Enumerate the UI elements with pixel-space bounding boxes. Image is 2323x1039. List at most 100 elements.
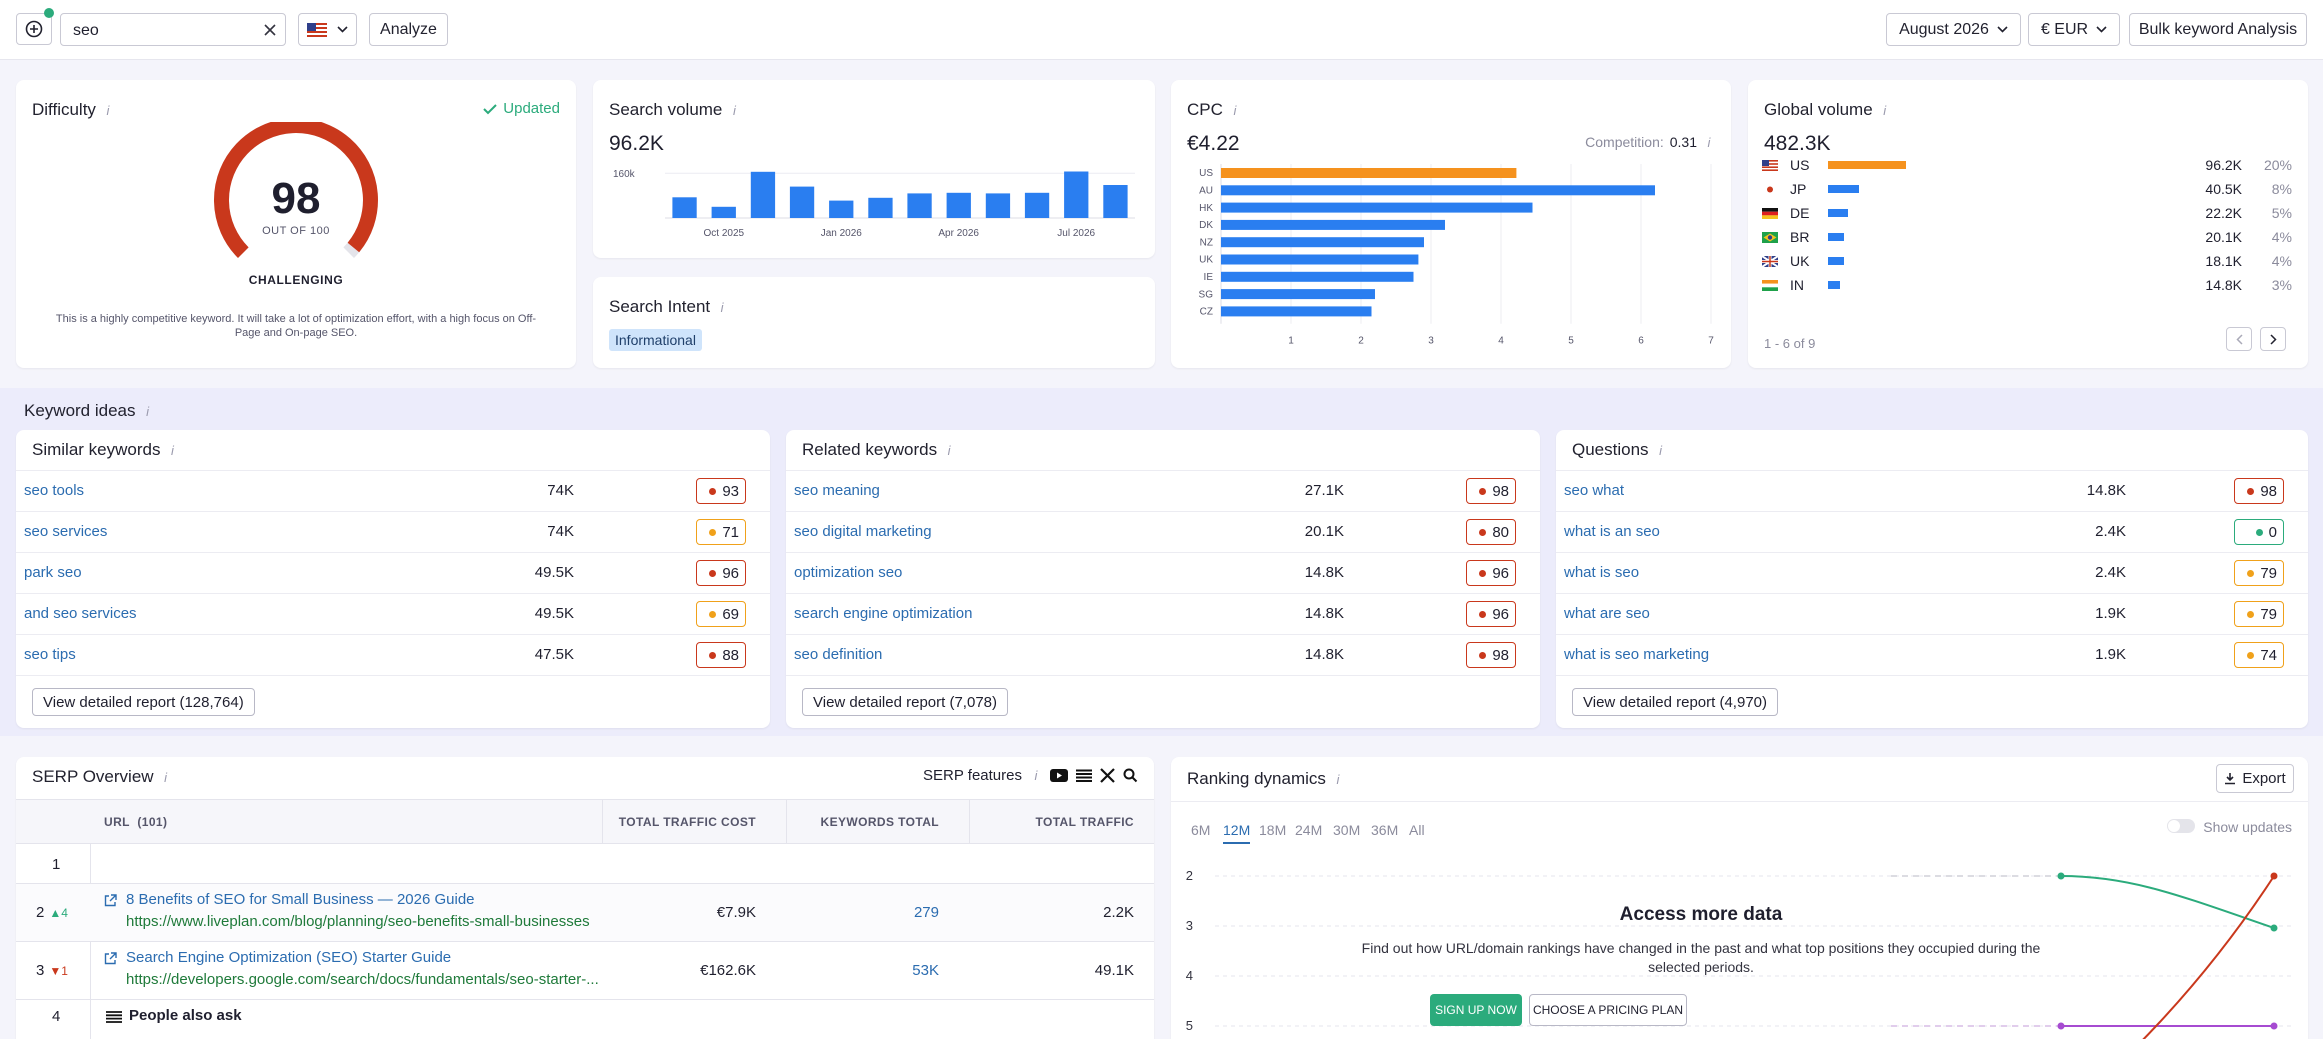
volume-bar[interactable] <box>829 200 854 218</box>
keyword-link[interactable]: seo tips <box>24 646 76 663</box>
info-icon[interactable]: i <box>1659 442 1662 458</box>
keyword-row[interactable]: seo tools 74K 93 <box>16 470 770 511</box>
result-url[interactable]: https://www.liveplan.com/blog/planning/s… <box>126 913 590 930</box>
result-url[interactable]: https://developers.google.com/search/doc… <box>126 971 599 988</box>
keyword-row[interactable]: search engine optimization 14.8K 96 <box>786 593 1540 634</box>
show-updates-toggle[interactable] <box>2167 819 2195 833</box>
search-input[interactable]: seo <box>73 22 99 39</box>
keywords-total-link[interactable]: 53K <box>912 962 939 979</box>
external-link-icon[interactable] <box>104 894 117 907</box>
keyword-link[interactable]: seo services <box>24 523 108 540</box>
keyword-link[interactable]: seo meaning <box>794 482 880 499</box>
period-tab[interactable]: 36M <box>1371 822 1399 838</box>
info-icon[interactable]: i <box>171 442 174 458</box>
country-row[interactable]: JP 40.5K 8% <box>1762 181 2292 201</box>
keyword-link[interactable]: seo tools <box>24 482 85 499</box>
clear-icon[interactable] <box>263 23 277 37</box>
keyword-row[interactable]: what is seo marketing 1.9K 74 <box>1556 634 2308 675</box>
result-title-link[interactable]: Search Engine Optimization (SEO) Starter… <box>126 949 452 966</box>
keyword-link[interactable]: what are seo <box>1564 605 1650 622</box>
cpc-bar[interactable] <box>1221 306 1372 317</box>
keywords-total-column-header[interactable]: KEYWORDS TOTAL <box>820 815 939 829</box>
keyword-row[interactable]: seo what 14.8K 98 <box>1556 470 2308 511</box>
period-tab[interactable]: All <box>1409 822 1425 838</box>
purple-series-point[interactable] <box>2270 1022 2278 1030</box>
green-series-point[interactable] <box>2057 872 2065 880</box>
currency-select[interactable]: € EUR <box>2028 13 2120 46</box>
info-icon[interactable]: i <box>732 102 736 118</box>
cpc-bar[interactable] <box>1221 289 1375 300</box>
external-link-icon[interactable] <box>104 952 117 965</box>
cpc-bar[interactable] <box>1221 254 1419 265</box>
period-tab[interactable]: 12M <box>1223 822 1251 844</box>
period-tab[interactable]: 24M <box>1295 822 1323 838</box>
period-tab[interactable]: 18M <box>1259 822 1287 838</box>
volume-bar[interactable] <box>1103 185 1128 218</box>
keyword-row[interactable]: seo tips 47.5K 88 <box>16 634 770 675</box>
view-report-button[interactable]: View detailed report (4,970) <box>1572 688 1778 716</box>
keyword-row[interactable]: seo definition 14.8K 98 <box>786 634 1540 675</box>
info-icon[interactable]: i <box>106 102 110 118</box>
volume-bar[interactable] <box>868 197 893 218</box>
people-also-ask-label[interactable]: People also ask <box>129 1007 242 1024</box>
cpc-bar[interactable] <box>1221 202 1533 213</box>
volume-bar[interactable] <box>789 186 815 218</box>
bulk-analysis-button[interactable]: Bulk keyword Analysis <box>2129 13 2307 46</box>
view-report-button[interactable]: View detailed report (128,764) <box>32 688 255 716</box>
volume-bar[interactable] <box>1024 192 1050 218</box>
table-row[interactable] <box>16 942 1154 1000</box>
total-traffic-column-header[interactable]: TOTAL TRAFFIC <box>1035 815 1134 829</box>
period-tab[interactable]: 6M <box>1191 822 1211 838</box>
country-row[interactable]: BR 20.1K 4% <box>1762 229 2292 249</box>
export-button[interactable]: Export <box>2216 764 2294 793</box>
keyword-link[interactable]: seo what <box>1564 482 1625 499</box>
cpc-bar[interactable] <box>1221 237 1424 248</box>
next-page-button[interactable] <box>2260 327 2286 351</box>
traffic-cost-column-header[interactable]: TOTAL TRAFFIC COST <box>618 815 756 829</box>
country-select[interactable] <box>298 13 357 46</box>
volume-bar[interactable] <box>907 193 932 218</box>
date-select[interactable]: August 2026 <box>1886 13 2021 46</box>
view-report-button[interactable]: View detailed report (7,078) <box>802 688 1008 716</box>
info-icon[interactable]: i <box>720 299 724 315</box>
result-title-link[interactable]: 8 Benefits of SEO for Small Business — 2… <box>126 891 475 908</box>
keyword-link[interactable]: park seo <box>24 564 82 581</box>
country-row[interactable]: IN 14.8K 3% <box>1762 277 2292 297</box>
keyword-link[interactable]: search engine optimization <box>794 605 973 622</box>
volume-bar[interactable] <box>946 192 971 218</box>
analyze-button[interactable]: Analyze <box>369 13 448 46</box>
info-icon[interactable]: i <box>1233 102 1237 118</box>
volume-bar[interactable] <box>1064 171 1089 219</box>
country-row[interactable]: US 96.2K 20% <box>1762 157 2292 177</box>
keyword-row[interactable]: what is an seo 2.4K 0 <box>1556 511 2308 552</box>
info-icon[interactable]: i <box>1883 102 1887 118</box>
prev-page-button[interactable] <box>2226 327 2252 351</box>
keyword-link[interactable]: seo definition <box>794 646 883 663</box>
country-row[interactable]: UK 18.1K 4% <box>1762 253 2292 273</box>
keyword-row[interactable]: and seo services 49.5K 69 <box>16 593 770 634</box>
keyword-link[interactable]: what is seo <box>1564 564 1640 581</box>
volume-bar[interactable] <box>711 206 736 218</box>
url-column-header[interactable]: URL (101) <box>104 815 168 829</box>
info-icon[interactable]: i <box>1034 768 1038 783</box>
keywords-total-link[interactable]: 279 <box>913 904 939 921</box>
volume-bar[interactable] <box>750 171 776 218</box>
cpc-bar[interactable] <box>1221 219 1445 230</box>
info-icon[interactable]: i <box>1336 771 1340 787</box>
keyword-row[interactable]: what is seo 2.4K 79 <box>1556 552 2308 593</box>
table-row[interactable] <box>16 884 1154 942</box>
green-series-point[interactable] <box>2270 924 2278 932</box>
keyword-row[interactable]: optimization seo 14.8K 96 <box>786 552 1540 593</box>
cpc-bar[interactable] <box>1221 185 1655 196</box>
sign-up-button[interactable]: SIGN UP NOW <box>1430 994 1522 1026</box>
keyword-row[interactable]: park seo 49.5K 96 <box>16 552 770 593</box>
keyword-link[interactable]: what is seo marketing <box>1564 646 1710 663</box>
search-box[interactable]: seo <box>60 13 286 46</box>
keyword-row[interactable]: what are seo 1.9K 79 <box>1556 593 2308 634</box>
keyword-row[interactable]: seo meaning 27.1K 98 <box>786 470 1540 511</box>
keyword-link[interactable]: and seo services <box>24 605 137 622</box>
info-icon[interactable]: i <box>1707 134 1711 150</box>
info-icon[interactable]: i <box>947 442 951 458</box>
keyword-row[interactable]: seo digital marketing 20.1K 80 <box>786 511 1540 552</box>
keyword-link[interactable]: seo digital marketing <box>794 523 932 540</box>
